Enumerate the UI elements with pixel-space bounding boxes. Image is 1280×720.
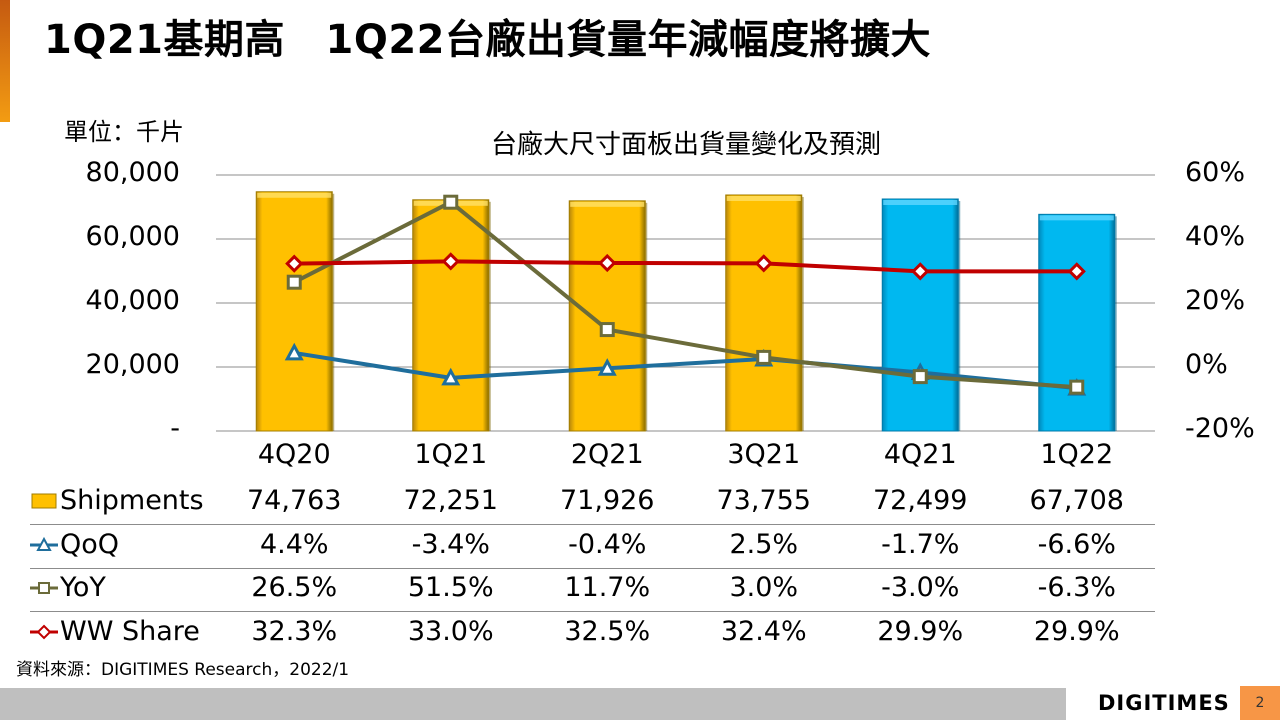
left-tick-label: 40,000 [85, 285, 180, 316]
table-cell: 32.5% [564, 616, 651, 647]
table-cell: 72,499 [873, 485, 968, 516]
table-cell: 29.9% [1033, 616, 1120, 647]
bar-shipment [255, 191, 335, 432]
right-tick-label: 20% [1185, 285, 1246, 316]
line-ww-share [294, 259, 1077, 274]
marker-qoq [597, 358, 617, 376]
marker-yoy [756, 349, 772, 365]
left-tick-label: 20,000 [85, 349, 180, 380]
table-cell: -3.0% [881, 572, 960, 603]
table-cell: 32.3% [251, 616, 338, 647]
table-cell: 29.9% [877, 616, 964, 647]
table-cell: 33.0% [407, 616, 494, 647]
right-tick-label: 0% [1185, 349, 1228, 380]
left-tick-label: 80,000 [85, 157, 180, 188]
table-cell: -6.6% [1037, 529, 1116, 560]
bar-shipment [568, 200, 648, 432]
table-cell: 74,763 [247, 485, 342, 516]
line-yoy [293, 200, 1077, 390]
marker-ww-share [598, 253, 617, 273]
legend-square-icon [30, 582, 58, 594]
table-divider [30, 568, 1155, 569]
bar-shipment [412, 199, 491, 432]
source-note: 資料來源：DIGITIMES Research，2022/1 [16, 660, 350, 680]
legend-diamond-icon [30, 624, 58, 640]
marker-yoy [1069, 379, 1085, 395]
marker-ww-share [441, 252, 460, 271]
table-cell: 71,926 [560, 485, 655, 516]
right-tick-label: 60% [1185, 157, 1246, 188]
bar-forecast [1038, 213, 1117, 432]
series-name: WW Share [60, 616, 200, 647]
right-tick-label: 40% [1185, 221, 1246, 252]
table-cell: 26.5% [251, 572, 338, 603]
table-divider [30, 611, 1155, 612]
right-tick-label: -20% [1185, 413, 1255, 444]
table-cell: -3.4% [411, 529, 490, 560]
legend-row-label: YoY [30, 571, 106, 605]
table-cell: 67,708 [1029, 485, 1124, 516]
table-cell: 11.7% [564, 572, 651, 603]
table-cell: 3.0% [729, 572, 799, 603]
table-cell: -1.7% [881, 529, 960, 560]
category-label: 2Q21 [570, 439, 644, 470]
marker-ww-share [1067, 262, 1086, 281]
line-qoq [293, 350, 1077, 391]
slide-title: 1Q21基期高 1Q22台廠出貨量年減幅度將擴大 [44, 17, 931, 63]
bar-shipment [725, 194, 804, 432]
series-name: QoQ [60, 529, 120, 560]
table-cell: -6.3% [1037, 572, 1116, 603]
category-label: 1Q21 [414, 439, 488, 470]
marker-ww-share [754, 254, 773, 273]
digitimes-logo: DIGITIMES [1098, 691, 1230, 715]
table-cell: 32.4% [720, 616, 807, 647]
category-label: 1Q22 [1040, 439, 1114, 470]
footer-band [0, 688, 1066, 720]
chart-title: 台廠大尺寸面板出貨量變化及預測 [490, 130, 881, 160]
marker-yoy [912, 369, 928, 385]
table-cell: 72,251 [403, 485, 498, 516]
marker-yoy [599, 322, 615, 338]
category-label: 4Q21 [883, 439, 957, 470]
table-cell: 4.4% [259, 529, 329, 560]
table-cell: 2.5% [729, 529, 799, 560]
legend-row-label: QoQ [30, 528, 119, 562]
unit-label: 單位：千片 [64, 118, 184, 146]
category-label: 3Q21 [727, 439, 801, 470]
left-tick-label: 60,000 [85, 221, 180, 252]
legend-row-label: Shipments [30, 484, 204, 518]
page-number: 2 [1240, 686, 1280, 720]
legend-triangle-icon [30, 536, 58, 551]
bar-forecast [881, 198, 961, 432]
marker-ww-share [911, 262, 930, 281]
series-name: Shipments [60, 485, 204, 516]
accent-bar [0, 0, 10, 122]
left-tick-label: - [170, 413, 180, 444]
legend-bar-icon [31, 493, 57, 509]
table-cell: -0.4% [568, 529, 647, 560]
series-name: YoY [60, 572, 106, 603]
marker-yoy [286, 274, 302, 290]
table-divider [30, 524, 1155, 525]
marker-ww-share [285, 254, 304, 273]
table-cell: 73,755 [716, 485, 811, 516]
marker-qoq [441, 367, 461, 386]
marker-qoq [284, 342, 304, 361]
marker-yoy [443, 194, 459, 210]
category-label: 4Q20 [257, 439, 331, 470]
table-cell: 51.5% [407, 572, 494, 603]
legend-row-label: WW Share [30, 615, 200, 649]
